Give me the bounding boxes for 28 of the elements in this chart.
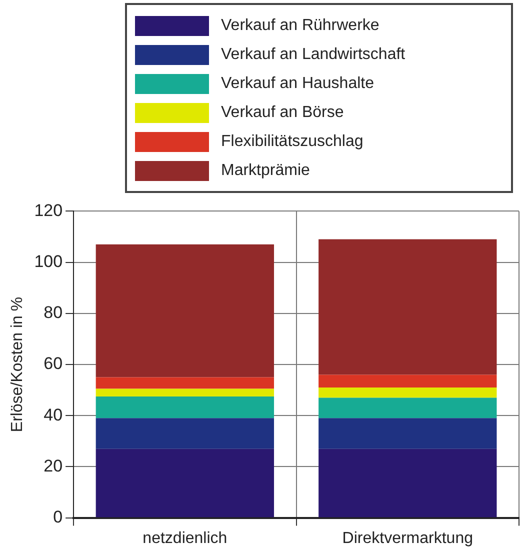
bar — [318, 398, 497, 418]
y-axis-title: Erlöse/Kosten in % — [9, 296, 26, 432]
y-tick-label: 0 — [53, 507, 63, 526]
bar — [318, 387, 497, 398]
legend-label: Marktprämie — [221, 162, 310, 180]
bar — [96, 244, 274, 378]
bar — [96, 396, 274, 418]
bar — [318, 418, 497, 449]
bar — [96, 388, 274, 396]
y-tick-label: 80 — [44, 303, 63, 322]
y-tick-label: 100 — [34, 252, 63, 271]
legend-label: Flexibilitätszuschlag — [221, 132, 364, 150]
legend-label: Verkauf an Rührwerke — [221, 16, 380, 34]
y-tick-label: 120 — [34, 200, 63, 220]
bar — [96, 377, 274, 389]
y-tick-label: 60 — [44, 354, 63, 374]
legend-label: Verkauf an Landwirtschaft — [221, 46, 406, 64]
x-tick-label: Direktvermarktung — [342, 530, 473, 547]
bar — [96, 448, 274, 518]
bar — [96, 418, 274, 449]
y-tick-label: 20 — [44, 456, 63, 476]
x-tick-label: netzdienlich — [142, 530, 228, 547]
bar — [318, 448, 497, 518]
y-tick-label: 40 — [44, 405, 63, 424]
bar — [318, 374, 497, 388]
bar — [318, 239, 497, 375]
legend-label: Verkauf an Börse — [221, 104, 344, 122]
legend-label: Verkauf an Haushalte — [221, 74, 374, 92]
